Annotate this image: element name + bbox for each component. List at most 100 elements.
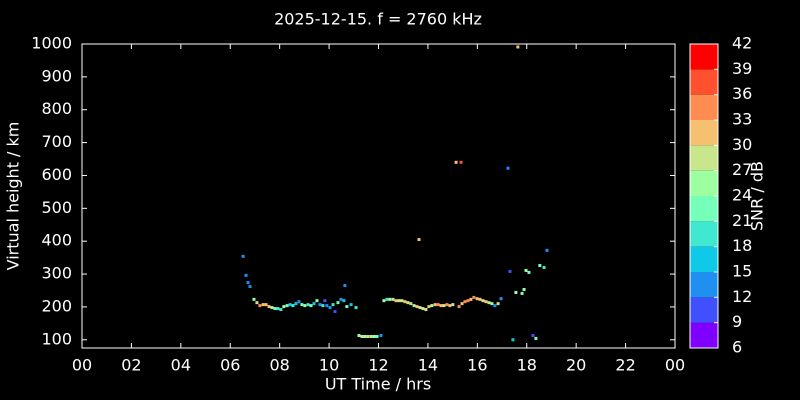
x-tick-label: 00 — [72, 356, 92, 375]
data-point — [490, 302, 494, 306]
data-point — [244, 273, 248, 277]
data-point — [297, 300, 301, 304]
colorbar-cell — [690, 145, 718, 171]
colorbar-cell — [690, 322, 718, 348]
data-point — [315, 299, 319, 303]
data-point — [472, 295, 476, 299]
data-point — [288, 303, 292, 307]
y-tick-label: 700 — [41, 132, 72, 151]
colorbar-tick-label: 24 — [732, 186, 752, 205]
data-point — [328, 306, 332, 310]
y-tick-label: 600 — [41, 165, 72, 184]
colorbar-cell — [690, 170, 718, 196]
data-point — [421, 307, 425, 311]
data-point — [403, 300, 407, 304]
data-point — [506, 166, 510, 170]
y-tick-label: 900 — [41, 66, 72, 85]
data-point — [448, 304, 452, 308]
data-point — [484, 300, 488, 304]
data-point — [325, 304, 329, 308]
data-point — [514, 290, 518, 294]
data-point — [391, 297, 395, 301]
data-point — [306, 303, 310, 307]
x-tick-label: 14 — [418, 356, 438, 375]
data-point — [436, 303, 440, 307]
data-point — [430, 304, 434, 308]
colorbar-tick-label: 9 — [732, 312, 742, 331]
colorbar-tick-label: 15 — [732, 262, 752, 281]
data-point — [303, 304, 307, 308]
data-point — [379, 334, 383, 338]
colorbar-tick-label: 33 — [732, 110, 752, 129]
data-point — [375, 334, 379, 338]
y-axis-label: Virtual height / km — [4, 122, 23, 271]
data-point — [545, 248, 549, 252]
data-point — [524, 268, 528, 272]
data-point — [357, 334, 361, 338]
data-point — [496, 302, 500, 306]
data-point — [270, 306, 274, 310]
data-point — [273, 307, 277, 311]
colorbar-cell — [690, 44, 718, 70]
data-point — [394, 299, 398, 303]
data-point — [520, 291, 524, 295]
data-point — [516, 45, 520, 49]
x-axis-label: UT Time / hrs — [325, 375, 431, 394]
data-point — [531, 334, 535, 338]
colorbar-tick-label: 12 — [732, 287, 752, 306]
y-tick-label: 200 — [41, 296, 72, 315]
colorbar-cell — [690, 272, 718, 298]
y-tick-label: 1000 — [31, 34, 72, 53]
data-point — [400, 299, 404, 303]
data-point — [318, 303, 322, 307]
y-tick-label: 400 — [41, 231, 72, 250]
chart-title: 2025-12-15. f = 2760 kHz — [274, 10, 482, 29]
colorbar-tick-label: 30 — [732, 135, 752, 154]
data-point — [276, 307, 280, 311]
data-point — [264, 303, 268, 307]
data-point — [418, 306, 422, 310]
data-point — [255, 301, 259, 305]
x-tick-label: 20 — [566, 356, 586, 375]
data-point — [538, 264, 542, 268]
data-point — [354, 306, 358, 310]
data-point — [460, 302, 464, 306]
data-point — [241, 254, 245, 258]
data-point — [323, 299, 327, 303]
data-point — [285, 304, 289, 308]
x-tick-label: 02 — [121, 356, 141, 375]
data-point — [522, 288, 526, 292]
data-point — [258, 304, 262, 308]
data-point — [424, 308, 428, 312]
data-point — [487, 301, 491, 305]
data-point — [457, 305, 461, 309]
data-point — [291, 304, 295, 308]
data-point — [508, 269, 512, 273]
y-tick-label: 800 — [41, 99, 72, 118]
colorbar-cell — [690, 196, 718, 222]
data-point — [388, 297, 392, 301]
colorbar-cell — [690, 246, 718, 272]
data-point — [282, 305, 286, 309]
data-point — [442, 304, 446, 308]
data-point — [469, 297, 473, 301]
colorbar-tick-label: 21 — [732, 211, 752, 230]
colorbar-cell — [690, 69, 718, 95]
x-tick-label: 08 — [269, 356, 289, 375]
colorbar-tick-label: 18 — [732, 236, 752, 255]
data-point — [366, 334, 370, 338]
data-point — [339, 297, 343, 301]
data-point — [336, 301, 340, 305]
data-point — [294, 302, 298, 306]
data-point — [345, 305, 349, 309]
y-tick-label: 500 — [41, 198, 72, 217]
data-point — [342, 299, 346, 303]
colorbar-label: SNR / dB — [748, 161, 767, 231]
data-point — [427, 305, 431, 309]
data-point — [300, 303, 304, 307]
x-tick-label: 18 — [517, 356, 537, 375]
data-point — [412, 304, 416, 308]
colorbar-tick-label: 42 — [732, 34, 752, 53]
colorbar-cell — [690, 94, 718, 120]
